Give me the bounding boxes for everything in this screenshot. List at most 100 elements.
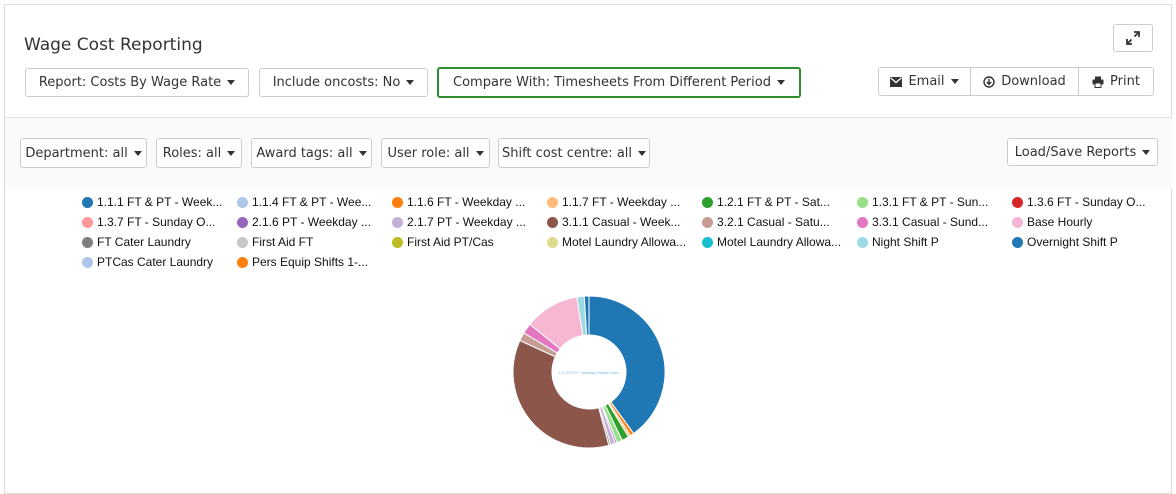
legend-label: 1.3.7 FT - Sunday O... (97, 215, 216, 229)
legend-swatch (857, 196, 868, 208)
legend-item[interactable]: 1.1.1 FT & PT - Week... (82, 194, 222, 210)
download-button-label: Download (1001, 74, 1066, 89)
legend-item[interactable]: FT Cater Laundry (82, 234, 191, 250)
chevron-down-icon (227, 80, 236, 85)
department-filter[interactable]: Department: all (20, 138, 147, 168)
legend-label: First Aid PT/Cas (407, 235, 494, 249)
legend-label: 3.2.1 Casual - Satu... (717, 215, 830, 229)
legend-label: First Aid FT (252, 235, 314, 249)
legend-label: Overnight Shift P (1027, 235, 1118, 249)
shift-cost-centre-filter-label: Shift cost centre: all (501, 145, 633, 161)
legend-item[interactable]: 3.1.1 Casual - Week... (547, 214, 681, 230)
chevron-down-icon (406, 80, 415, 85)
department-filter-label: Department: all (25, 145, 128, 161)
legend-label: 1.1.7 FT - Weekday ... (562, 195, 681, 209)
legend-label: Pers Equip Shifts 1-... (252, 255, 369, 269)
user-role-filter-label: User role: all (387, 145, 470, 161)
legend-swatch (82, 236, 93, 248)
legend-swatch (857, 236, 868, 248)
legend-item[interactable]: 1.3.1 FT & PT - Sun... (857, 194, 988, 210)
legend-item[interactable]: 1.2.1 FT & PT - Sat... (702, 194, 830, 210)
legend-label: 1.1.4 FT & PT - Wee... (252, 195, 372, 209)
chevron-down-icon (776, 80, 785, 85)
legend-label: Motel Laundry Allowa... (562, 235, 687, 249)
download-icon (983, 75, 995, 88)
roles-filter-label: Roles: all (162, 145, 222, 161)
legend-item[interactable]: 3.2.1 Casual - Satu... (702, 214, 830, 230)
roles-filter[interactable]: Roles: all (156, 138, 242, 168)
legend-swatch (547, 236, 558, 248)
legend-swatch (237, 236, 248, 248)
legend-label: 1.1.1 FT & PT - Week... (97, 195, 223, 209)
legend-swatch (237, 196, 248, 208)
legend-item[interactable]: 1.3.6 FT - Sunday O... (1012, 194, 1146, 210)
legend-swatch (702, 216, 713, 228)
award-tags-filter[interactable]: Award tags: all (251, 138, 372, 168)
legend-swatch (1012, 196, 1023, 208)
expand-icon (1126, 31, 1140, 45)
legend-label: 1.1.6 FT - Weekday ... (407, 195, 526, 209)
chevron-down-icon (227, 150, 236, 156)
email-button-label: Email (908, 74, 945, 89)
legend-swatch (702, 236, 713, 248)
expand-button[interactable] (1113, 24, 1153, 52)
legend-swatch (392, 216, 403, 228)
legend-item[interactable]: First Aid FT (237, 234, 313, 250)
legend-item[interactable]: PTCas Cater Laundry (82, 254, 213, 270)
shift-cost-centre-filter[interactable]: Shift cost centre: all (498, 138, 650, 168)
legend-label: FT Cater Laundry (97, 235, 191, 249)
report-dropdown[interactable]: Report: Costs By Wage Rate (25, 68, 249, 97)
legend-item[interactable]: 3.3.1 Casual - Sund... (857, 214, 988, 230)
legend-label: 2.1.6 PT - Weekday ... (252, 215, 371, 229)
legend-swatch (857, 216, 868, 228)
print-button[interactable]: Print (1078, 67, 1154, 96)
email-button[interactable]: Email (878, 67, 971, 96)
chevron-down-icon (475, 150, 484, 156)
legend-swatch (702, 196, 713, 208)
legend-item[interactable]: Night Shift P (857, 234, 939, 250)
legend-swatch (392, 236, 403, 248)
legend-label: Base Hourly (1027, 215, 1093, 229)
export-button-group: Email Download Print (878, 67, 1154, 96)
legend-item[interactable]: 1.1.7 FT - Weekday ... (547, 194, 680, 210)
chevron-down-icon (133, 150, 142, 156)
legend-label: 1.2.1 FT & PT - Sat... (717, 195, 830, 209)
legend-label: 3.1.1 Casual - Week... (562, 215, 681, 229)
legend-swatch (547, 216, 558, 228)
legend-item[interactable]: 2.1.7 PT - Weekday ... (392, 214, 526, 230)
legend-item[interactable]: 1.1.6 FT - Weekday ... (392, 194, 525, 210)
legend-swatch (392, 196, 403, 208)
load-save-reports-label: Load/Save Reports (1014, 144, 1137, 160)
page-title: Wage Cost Reporting (24, 35, 203, 55)
legend-item[interactable]: 1.3.7 FT - Sunday O... (82, 214, 216, 230)
legend-label: 3.3.1 Casual - Sund... (872, 215, 989, 229)
legend-item[interactable]: 2.1.6 PT - Weekday ... (237, 214, 371, 230)
section-divider (5, 117, 1172, 118)
compare-dropdown[interactable]: Compare With: Timesheets From Different … (437, 67, 801, 98)
legend-swatch (82, 196, 93, 208)
legend-item[interactable]: Base Hourly (1012, 214, 1092, 230)
legend-item[interactable]: 1.1.4 FT & PT - Wee... (237, 194, 371, 210)
compare-dropdown-label: Compare With: Timesheets From Different … (453, 75, 771, 90)
legend-swatch (237, 216, 248, 228)
load-save-reports-button[interactable]: Load/Save Reports (1007, 138, 1158, 166)
user-role-filter[interactable]: User role: all (381, 138, 490, 168)
chevron-down-icon (1142, 149, 1151, 155)
legend-item[interactable]: Motel Laundry Allowa... (547, 234, 686, 250)
report-dropdown-label: Report: Costs By Wage Rate (38, 75, 222, 90)
legend-label: 1.3.6 FT - Sunday O... (1027, 195, 1146, 209)
legend-swatch (547, 196, 558, 208)
legend-swatch (1012, 236, 1023, 248)
legend-item[interactable]: First Aid PT/Cas (392, 234, 494, 250)
legend-item[interactable]: Overnight Shift P (1012, 234, 1118, 250)
download-button[interactable]: Download (970, 67, 1079, 96)
envelope-icon (890, 76, 903, 87)
legend-swatch (1012, 216, 1023, 228)
oncosts-dropdown[interactable]: Include oncosts: No (259, 68, 428, 97)
print-button-label: Print (1110, 74, 1140, 89)
legend-label: Night Shift P (872, 235, 939, 249)
legend-swatch (237, 256, 248, 268)
legend-label: Motel Laundry Allowa... (717, 235, 842, 249)
legend-item[interactable]: Motel Laundry Allowa... (702, 234, 841, 250)
legend-item[interactable]: Pers Equip Shifts 1-... (237, 254, 368, 270)
